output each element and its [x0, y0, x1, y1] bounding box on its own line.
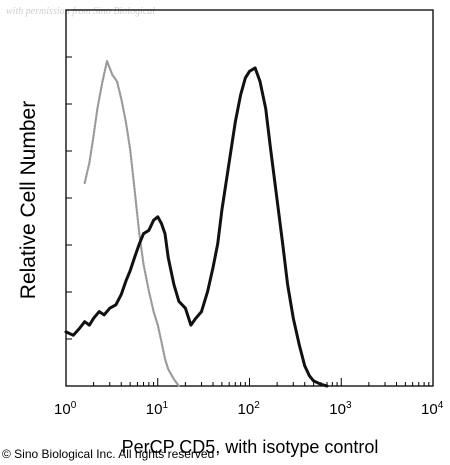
x-axis-label: PerCP CD5, with isotype control — [121, 437, 379, 457]
x-tick-label: 104 — [421, 400, 444, 418]
copyright-notice: © Sino Biological Inc. All rights reserv… — [2, 447, 215, 461]
series-layer — [64, 60, 329, 388]
x-axis-ticks — [65, 378, 434, 386]
y-axis-ticks — [66, 9, 72, 387]
x-tick-label: 101 — [145, 400, 168, 418]
isotype-control-curve — [83, 60, 180, 388]
watermark-text: with permission from Sino Biological — [6, 6, 156, 17]
x-tick-label: 103 — [329, 400, 352, 418]
y-axis-label: Relative Cell Number — [17, 100, 40, 300]
plot-frame — [65, 9, 434, 387]
x-tick-label: 100 — [54, 400, 77, 418]
percp-cd5-curve — [64, 66, 329, 388]
plot-border — [65, 9, 434, 387]
x-tick-label: 102 — [237, 400, 260, 418]
